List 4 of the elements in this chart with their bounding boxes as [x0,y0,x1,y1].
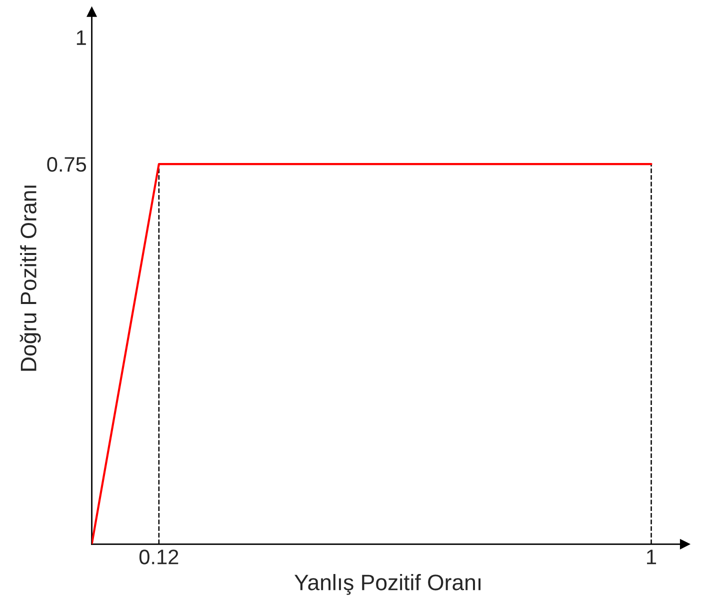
y-tick-label: 0.75 [47,157,86,172]
x-tick-label: 0.12 [139,550,178,564]
x-axis-title: Yanlış Pozitif Oranı [294,574,480,595]
y-axis-title: Doğru Pozitif Oranı [20,186,41,371]
